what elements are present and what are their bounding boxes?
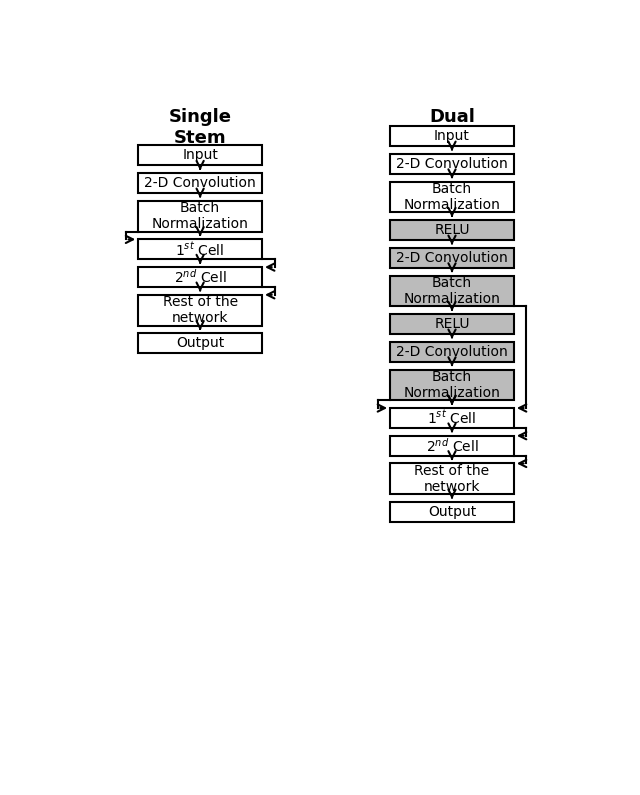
- Bar: [390, 248, 514, 268]
- Text: Single
Stem: Single Stem: [168, 108, 232, 147]
- Bar: [390, 370, 514, 401]
- Text: 1$^{st}$ Cell: 1$^{st}$ Cell: [175, 241, 225, 258]
- Text: Batch
Normalization: Batch Normalization: [404, 276, 500, 306]
- Text: Batch
Normalization: Batch Normalization: [404, 182, 500, 212]
- Text: Input: Input: [182, 149, 218, 162]
- Bar: [138, 201, 262, 231]
- Bar: [390, 314, 514, 334]
- Bar: [390, 502, 514, 522]
- Text: Batch
Normalization: Batch Normalization: [404, 370, 500, 400]
- Bar: [138, 239, 262, 259]
- Bar: [390, 408, 514, 428]
- Bar: [138, 295, 262, 326]
- Text: Dual
Stem: Dual Stem: [426, 108, 478, 147]
- Text: RELU: RELU: [435, 223, 470, 237]
- Text: Batch
Normalization: Batch Normalization: [152, 201, 248, 231]
- Text: 2-D Convolution: 2-D Convolution: [144, 176, 256, 190]
- Bar: [390, 126, 514, 146]
- Bar: [138, 267, 262, 287]
- Text: 2$^{nd}$ Cell: 2$^{nd}$ Cell: [173, 268, 227, 286]
- Bar: [138, 333, 262, 353]
- Text: Output: Output: [428, 505, 476, 519]
- Text: Rest of the
network: Rest of the network: [415, 463, 490, 494]
- Bar: [390, 154, 514, 174]
- Text: Input: Input: [434, 130, 470, 143]
- Text: 2-D Convolution: 2-D Convolution: [396, 345, 508, 359]
- Bar: [138, 145, 262, 165]
- Bar: [390, 181, 514, 212]
- Text: Output: Output: [176, 336, 224, 351]
- Text: RELU: RELU: [435, 317, 470, 331]
- Text: 2-D Convolution: 2-D Convolution: [396, 251, 508, 265]
- Bar: [390, 463, 514, 494]
- Text: 2-D Convolution: 2-D Convolution: [396, 157, 508, 171]
- Bar: [390, 342, 514, 362]
- Bar: [390, 220, 514, 240]
- Text: 2$^{nd}$ Cell: 2$^{nd}$ Cell: [426, 436, 478, 455]
- Text: Rest of the
network: Rest of the network: [163, 295, 237, 325]
- Bar: [390, 436, 514, 456]
- Bar: [138, 173, 262, 193]
- Text: 1$^{st}$ Cell: 1$^{st}$ Cell: [428, 409, 477, 427]
- Bar: [390, 276, 514, 306]
